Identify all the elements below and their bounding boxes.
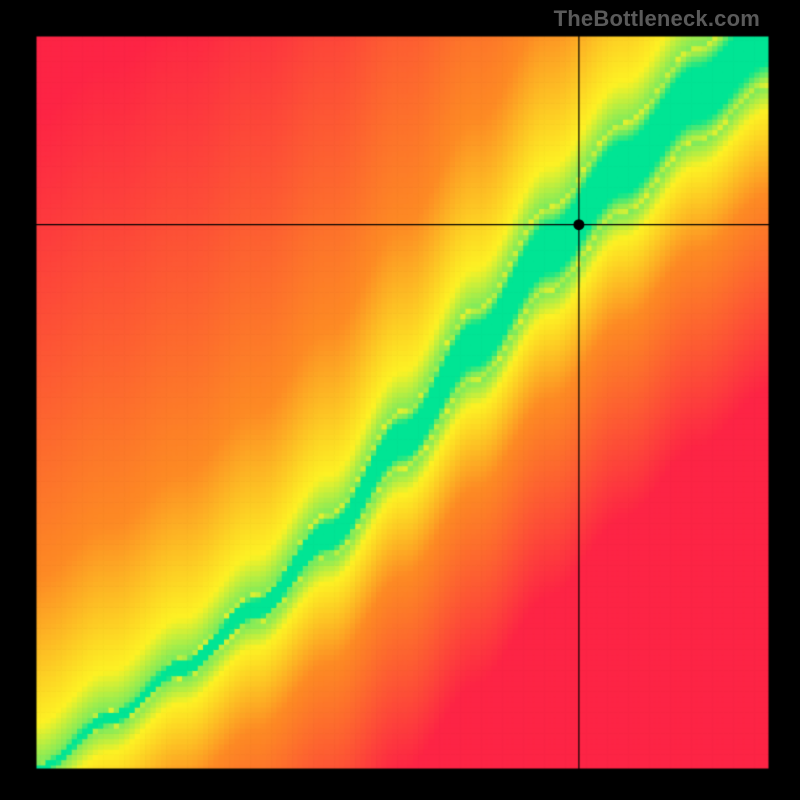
heatmap-canvas bbox=[0, 0, 800, 800]
watermark-text: TheBottleneck.com bbox=[554, 6, 760, 32]
chart-container: TheBottleneck.com bbox=[0, 0, 800, 800]
